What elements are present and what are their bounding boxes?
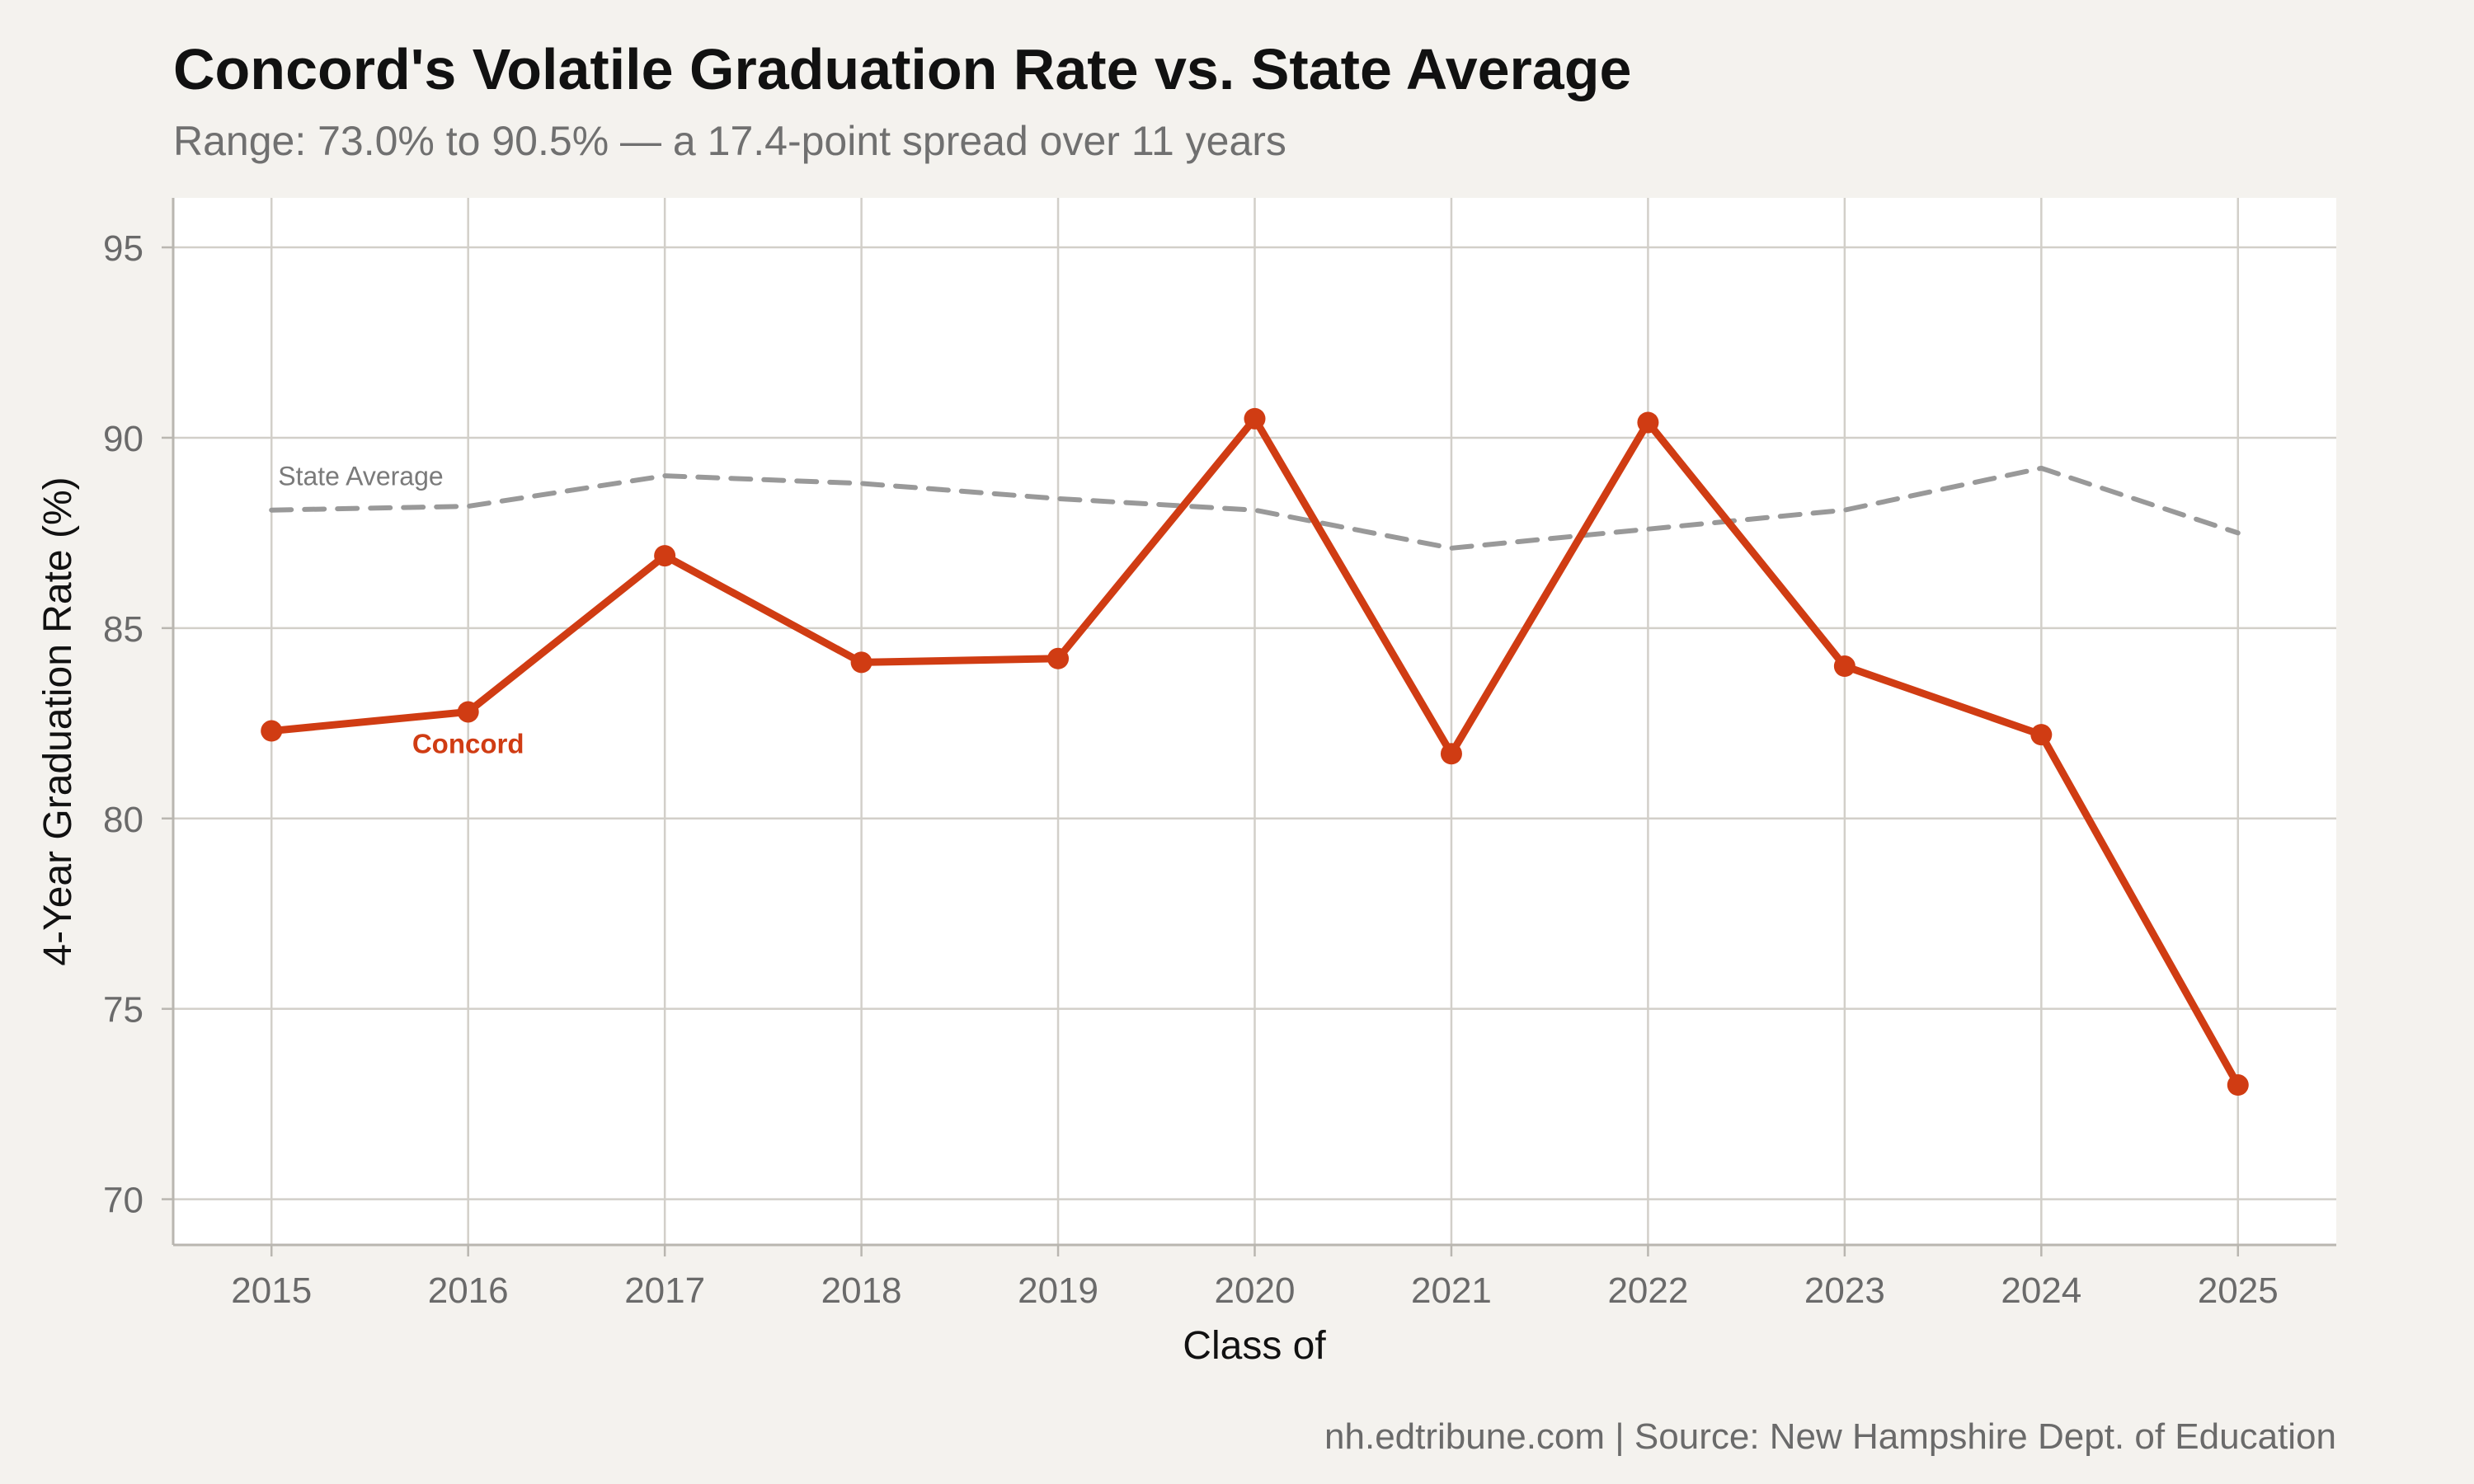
concord-point-2022 [1637,411,1659,434]
x-tick-label: 2017 [624,1270,705,1311]
y-tick-label: 90 [103,419,143,459]
concord-point-2019 [1047,647,1070,669]
y-tick-label: 95 [103,228,143,269]
concord-point-2025 [2227,1074,2249,1097]
x-tick-label: 2023 [1804,1270,1885,1311]
concord-point-2015 [261,720,283,742]
x-tick-label: 2022 [1607,1270,1688,1311]
series-labels: State Average Concord [278,462,524,759]
x-axis-title: Class of [1183,1324,1326,1368]
concord-point-2021 [1440,743,1462,765]
x-tick-label: 2021 [1411,1270,1492,1311]
y-axis-title: 4-Year Graduation Rate (%) [36,477,80,965]
concord-point-2017 [654,545,676,567]
y-tick-label: 80 [103,800,143,840]
state-average-line [269,465,2241,551]
y-tick-label: 85 [103,609,143,650]
concord-point-2023 [1833,655,1856,678]
x-tick-label: 2015 [231,1270,312,1311]
y-tick-label: 75 [103,990,143,1031]
series-layer [261,407,2249,1097]
concord-point-2024 [2030,724,2053,746]
x-tick-label: 2019 [1018,1270,1098,1311]
x-tick-label: 2016 [428,1270,509,1311]
chart-subtitle: Range: 73.0% to 90.5% — a 17.4-point spr… [173,118,1286,164]
x-tick-labels: 2015 2016 2017 2018 2019 2020 2021 2022 2023 2024… [231,1245,2279,1311]
x-tick-label: 2025 [2198,1270,2279,1311]
series-label-state-average: State Average [278,462,443,491]
gridlines [173,198,2336,1245]
series-label-concord: Concord [412,728,524,758]
x-tick-label: 2018 [821,1270,902,1311]
chart-title: Concord's Volatile Graduation Rate vs. S… [173,37,1632,101]
concord-point-2020 [1244,407,1266,430]
y-tick-label: 70 [103,1181,143,1221]
concord-point-2016 [457,701,479,723]
concord-point-2018 [850,651,872,674]
x-tick-label: 2024 [2001,1270,2081,1311]
source-caption: nh.edtribune.com | Source: New Hampshire… [1324,1416,2336,1457]
y-tick-labels: 70 75 80 85 90 95 [103,228,173,1221]
x-tick-label: 2020 [1215,1270,1296,1311]
